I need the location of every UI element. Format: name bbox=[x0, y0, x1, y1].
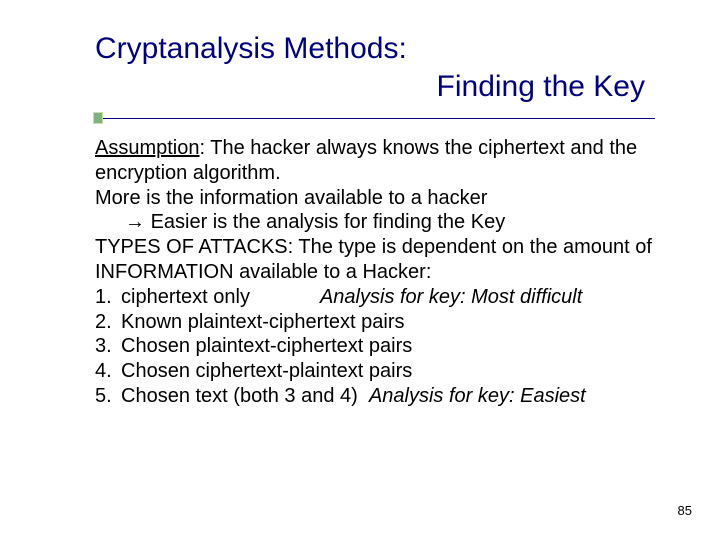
arrow-icon: → bbox=[125, 211, 151, 233]
title-line-2: Finding the Key bbox=[95, 68, 655, 106]
body-text: Assumption: The hacker always knows the … bbox=[95, 136, 655, 409]
item-text-5: Chosen text (both 3 and 4) bbox=[121, 385, 358, 407]
slide: Cryptanalysis Methods: Finding the Key A… bbox=[0, 0, 720, 540]
attack-item-3: 3.Chosen plaintext-ciphertext pairs bbox=[95, 334, 655, 359]
page-number: 85 bbox=[678, 503, 692, 518]
item-num-3: 3. bbox=[95, 334, 121, 359]
attack-item-4: 4.Chosen ciphertext-plaintext pairs bbox=[95, 359, 655, 384]
attack-item-2: 2.Known plaintext-ciphertext pairs bbox=[95, 310, 655, 335]
easier-text: Easier is the analysis for finding the K… bbox=[151, 211, 506, 233]
bullet-tick-icon bbox=[93, 112, 103, 124]
item-analysis-1: Analysis for key: Most difficult bbox=[320, 286, 582, 308]
item-text-2: Known plaintext-ciphertext pairs bbox=[121, 311, 404, 333]
item-num-1: 1. bbox=[95, 285, 121, 310]
item-num-4: 4. bbox=[95, 359, 121, 384]
item-num-5: 5. bbox=[95, 384, 121, 409]
title-line-1: Cryptanalysis Methods: bbox=[95, 30, 655, 68]
types-label: TYPES OF ATTACKS: bbox=[95, 236, 293, 258]
item-num-2: 2. bbox=[95, 310, 121, 335]
slide-title: Cryptanalysis Methods: Finding the Key bbox=[95, 30, 655, 105]
attack-item-5: 5.Chosen text (both 3 and 4) Analysis fo… bbox=[95, 384, 655, 409]
item-text-4: Chosen ciphertext-plaintext pairs bbox=[121, 360, 412, 382]
more-info-line: More is the information available to a h… bbox=[95, 186, 655, 211]
item-analysis-5: Analysis for key: Easiest bbox=[369, 385, 586, 407]
types-block: TYPES OF ATTACKS: The type is dependent … bbox=[95, 235, 655, 285]
title-rule bbox=[95, 118, 655, 119]
item-text-1: ciphertext only bbox=[121, 286, 250, 308]
attack-item-1: 1.ciphertext only Analysis for key: Most … bbox=[95, 285, 655, 310]
easier-line: → Easier is the analysis for finding the… bbox=[95, 210, 655, 235]
title-underline bbox=[95, 118, 655, 119]
assumption-line: Assumption: The hacker always knows the … bbox=[95, 136, 655, 186]
item-text-3: Chosen plaintext-ciphertext pairs bbox=[121, 335, 412, 357]
assumption-label: Assumption bbox=[95, 137, 200, 159]
